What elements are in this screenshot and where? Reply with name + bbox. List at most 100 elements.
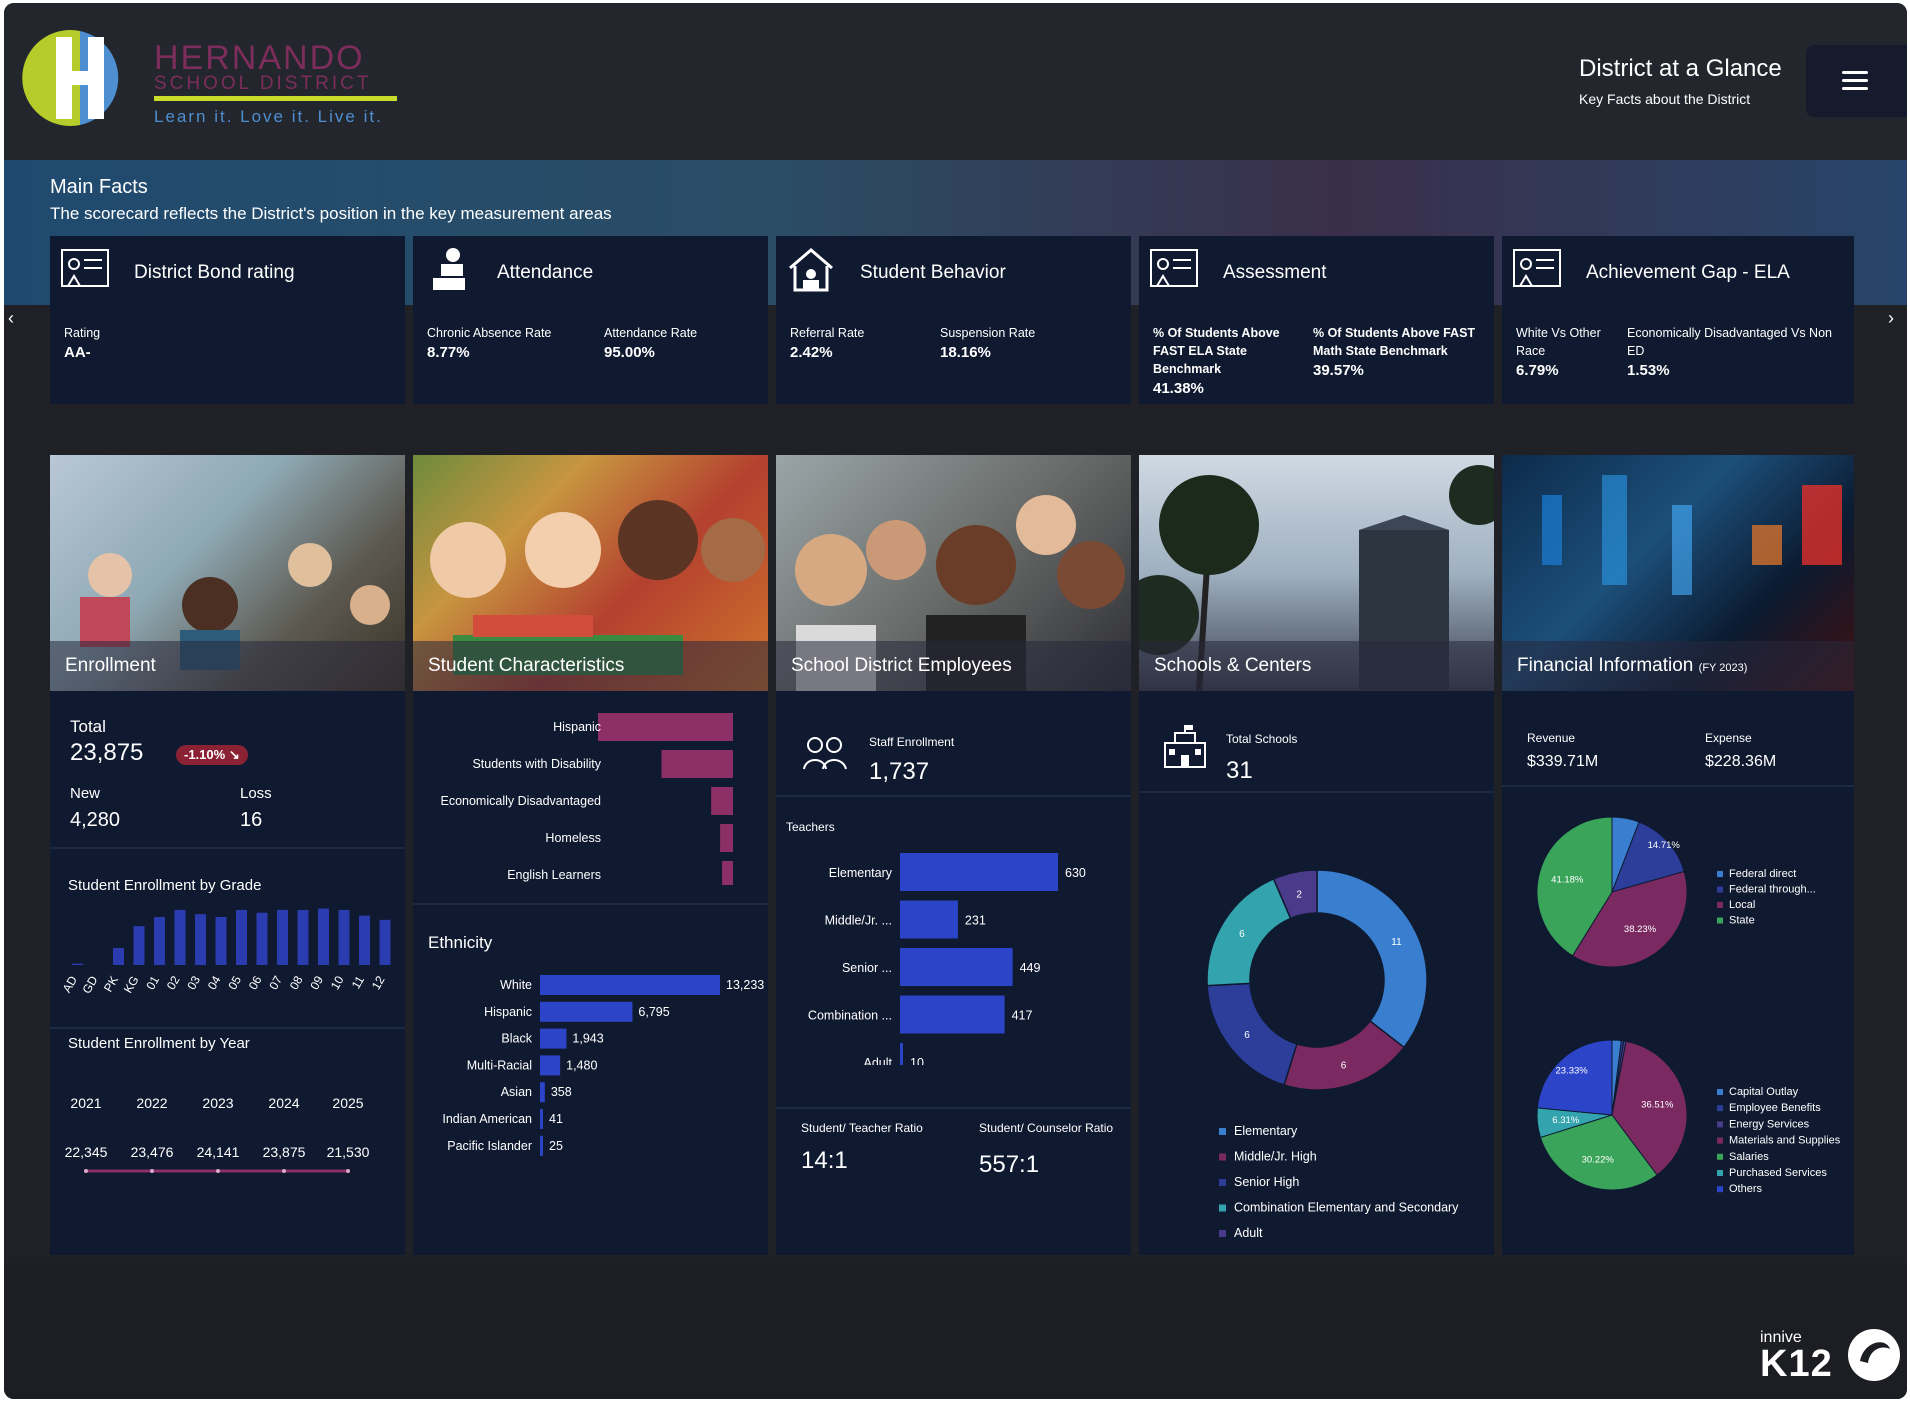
grade-bar xyxy=(236,909,247,965)
metric-value: 39.57% xyxy=(1313,362,1364,379)
grade-bar xyxy=(297,909,309,965)
pie-slice-label: 38.23% xyxy=(1624,924,1657,935)
metric-value: 1.53% xyxy=(1627,362,1670,379)
ethnicity-label: White xyxy=(500,978,532,992)
pie-legend-swatch xyxy=(1717,886,1723,893)
pie-legend-swatch xyxy=(1717,871,1723,877)
divider xyxy=(50,1027,405,1029)
ethnicity-value: 13,233 xyxy=(726,978,764,992)
teacher-value: 10 xyxy=(910,1056,924,1065)
teacher-value: 449 xyxy=(1020,961,1041,975)
ethnicity-label: Black xyxy=(501,1032,532,1046)
metric-value: 41.38% xyxy=(1153,380,1204,397)
divider xyxy=(413,903,768,905)
year-point xyxy=(346,1169,350,1173)
metric-label: % Of Students Above FAST ELA State Bench… xyxy=(1153,326,1280,376)
ethnicity-chart: White 13,233 Hispanic 6,795 Black 1,943 Multi-… xyxy=(442,975,764,1156)
divider xyxy=(50,847,405,849)
pie-legend-label: Capital Outlay xyxy=(1729,1086,1799,1098)
teacher-bar xyxy=(900,995,1005,1034)
carousel-prev-button[interactable]: ‹ xyxy=(8,308,14,328)
dashboard-frame: HERNANDO SCHOOL DISTRICT Learn it. Love … xyxy=(4,3,1907,1399)
total-schools: 31 xyxy=(1226,757,1253,784)
certificate-icon xyxy=(1150,249,1198,287)
pie-legend-label: Federal through... xyxy=(1729,884,1816,896)
teacher-value: 417 xyxy=(1012,1009,1033,1023)
financial-panel[interactable]: Financial Information (FY 2023) Revenue … xyxy=(1502,455,1854,1255)
schools-slice-label: 6 xyxy=(1244,1030,1250,1041)
schools-panel[interactable]: Schools & Centers Total Schools 31 11 6 6 6… xyxy=(1139,455,1494,1255)
financial-photo: Financial Information (FY 2023) xyxy=(1502,455,1854,691)
ethnicity-label: Hispanic xyxy=(484,1005,532,1019)
fact-card-bond-rating: District Bond rating Rating AA- xyxy=(50,236,405,404)
menu-button[interactable] xyxy=(1806,45,1907,117)
panel-caption: Student Characteristics xyxy=(413,641,768,691)
new-enrollment: 4,280 xyxy=(70,809,121,831)
schools-legend-swatch xyxy=(1219,1128,1226,1135)
schools-slice-label: 2 xyxy=(1296,889,1302,900)
new-label: New xyxy=(70,785,101,802)
characteristic-label: Hispanic xyxy=(553,720,601,734)
logo-title: HERNANDO xyxy=(154,39,365,77)
pie-slice xyxy=(1611,1040,1688,1176)
pie-slice-label: 36.51% xyxy=(1641,1100,1674,1111)
pie-legend-swatch xyxy=(1717,1153,1723,1160)
pie-slice-label: 6.31% xyxy=(1552,1115,1579,1126)
metric-label: Chronic Absence Rate xyxy=(427,326,552,340)
metric-rating: Rating AA- xyxy=(64,324,100,362)
grade-bar xyxy=(113,948,124,965)
pie-slice-label: 14.71% xyxy=(1648,840,1681,851)
grade-tick-label: 02 xyxy=(164,973,183,992)
enrollment-change-badge: -1.10% ↘ xyxy=(176,745,248,765)
metric-label: Economically Disadvantaged Vs Non ED xyxy=(1627,326,1832,358)
ethnicity-bar xyxy=(540,1135,543,1156)
metric-value: AA- xyxy=(64,344,91,361)
grade-tick-label: 03 xyxy=(184,973,203,992)
pie-legend-swatch xyxy=(1717,1105,1723,1112)
year-point xyxy=(216,1169,220,1173)
grade-tick-label: KG xyxy=(121,974,142,996)
st-ratio-label: Student/ Teacher Ratio xyxy=(801,1121,923,1135)
employees-panel[interactable]: School District Employees Staff Enrollme… xyxy=(776,455,1131,1255)
characteristic-bar xyxy=(661,750,733,778)
metric-suspension-rate: Suspension Rate 18.16% xyxy=(940,324,1035,362)
enrollment-panel[interactable]: Enrollment Total 23,875 -1.10% ↘ New 4,2… xyxy=(50,455,405,1255)
pie-legend-swatch xyxy=(1717,917,1723,924)
employees-photo: School District Employees xyxy=(776,455,1131,691)
brand-swirl-icon xyxy=(1848,1329,1900,1381)
main-facts-title: Main Facts xyxy=(50,176,148,198)
school-building-icon xyxy=(1164,725,1206,768)
metric-label: Referral Rate xyxy=(790,326,865,340)
school-house-icon xyxy=(789,248,833,292)
teacher-category-label: Middle/Jr. ... xyxy=(825,914,892,928)
pie-legend-swatch xyxy=(1717,1186,1723,1193)
caption-sub: (FY 2023) xyxy=(1698,662,1748,674)
ethnicity-value: 358 xyxy=(551,1085,572,1099)
card-title: Achievement Gap - ELA xyxy=(1586,262,1790,283)
ethnicity-value: 1,480 xyxy=(566,1058,597,1072)
divider xyxy=(1139,791,1494,793)
metric-label: Suspension Rate xyxy=(940,326,1036,340)
pie-legend-swatch xyxy=(1717,1170,1723,1176)
grade-chart-title: Student Enrollment by Grade xyxy=(68,877,262,894)
carousel-next-button[interactable]: › xyxy=(1888,308,1894,328)
student-characteristics-panel[interactable]: Student Characteristics Hispanic Students… xyxy=(413,455,768,1255)
pie-slice xyxy=(1611,821,1685,893)
brand-small: innive xyxy=(1760,1329,1802,1346)
metric-label: Attendance Rate xyxy=(604,326,698,340)
ethnicity-value: 1,943 xyxy=(572,1032,603,1046)
grade-bar xyxy=(379,919,391,965)
grade-tick-label: 12 xyxy=(369,973,388,992)
trend-down-icon: ↘ xyxy=(228,747,240,762)
enrollment-by-grade-chart: AD GD PK KG 01 02 03 04 05 06 07 08 09 10 11 12 xyxy=(64,908,391,996)
grade-bar xyxy=(318,908,329,965)
total-label: Total xyxy=(70,717,106,736)
grade-bar xyxy=(277,909,288,965)
divider xyxy=(776,795,1131,797)
year-point xyxy=(282,1169,286,1173)
grade-tick-label: 04 xyxy=(205,973,224,992)
staff-count: 1,737 xyxy=(869,758,930,785)
schools-legend-swatch xyxy=(1219,1153,1226,1161)
card-title: District Bond rating xyxy=(134,262,295,283)
teacher-bar xyxy=(900,948,1013,986)
